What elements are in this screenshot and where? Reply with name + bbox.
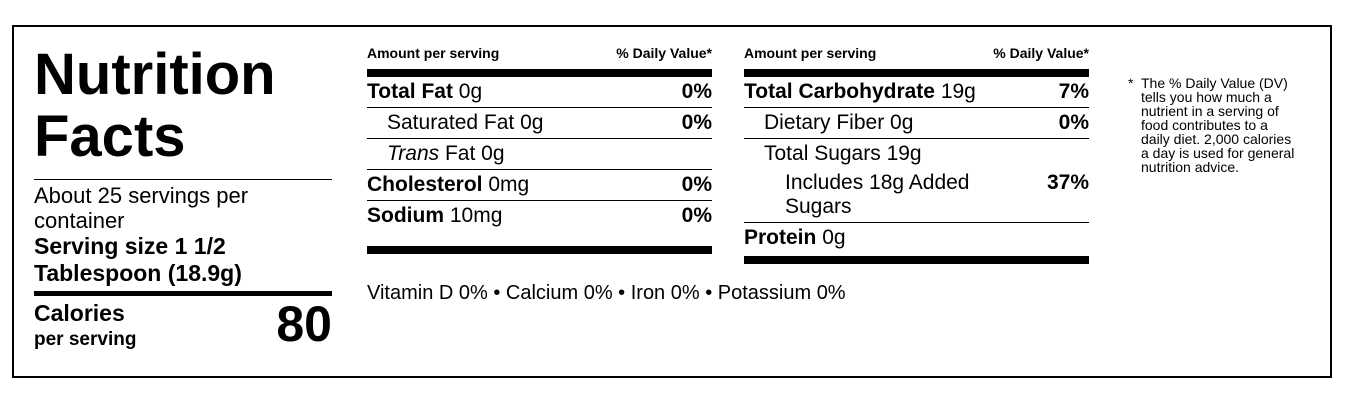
nutrient-amount: 19g bbox=[940, 80, 976, 103]
header-daily-value: % Daily Value* bbox=[993, 45, 1089, 61]
vitamins-minerals: Vitamin D 0% • Calcium 0% • Iron 0% • Po… bbox=[367, 282, 846, 304]
nutrient-name: Total Sugars bbox=[764, 142, 881, 165]
table-header: Amount per serving % Daily Value* bbox=[744, 44, 1089, 69]
serving-size-line-2: Tablespoon (18.9g) bbox=[34, 260, 242, 286]
footnote-text: The % Daily Value (DV) tells you how muc… bbox=[1141, 75, 1295, 175]
nutrient-dv: 0% bbox=[681, 204, 712, 227]
nutrient-amount: 10mg bbox=[449, 204, 503, 227]
nutrient-amount: 0g bbox=[458, 80, 483, 103]
nutrient-row-total-sugars: Total Sugars 19g bbox=[744, 139, 1089, 169]
nutrient-amount: 0mg bbox=[488, 173, 530, 196]
title-line-1: Nutrition bbox=[34, 42, 276, 107]
nutrient-dv: 0% bbox=[681, 111, 712, 134]
nutrient-amount: Fat 0g bbox=[444, 142, 505, 165]
nutrient-name: Dietary Fiber bbox=[764, 111, 885, 134]
calories-label: Calories bbox=[34, 300, 125, 326]
nutrient-dv: 7% bbox=[1058, 80, 1089, 103]
nutrient-row-saturated-fat: Saturated Fat 0g 0% bbox=[367, 108, 712, 139]
header-amount: Amount per serving bbox=[367, 45, 500, 61]
nutrient-row-protein: Protein 0g bbox=[744, 223, 1089, 256]
nutrient-name: Sodium bbox=[367, 204, 444, 227]
nutrient-amount: 0g bbox=[822, 226, 846, 249]
title-line-2: Facts bbox=[34, 104, 186, 169]
nutrient-row-dietary-fiber: Dietary Fiber 0g 0% bbox=[744, 108, 1089, 139]
divider-thick bbox=[367, 246, 712, 254]
nutrient-dv: 0% bbox=[681, 173, 712, 196]
divider-thick bbox=[744, 256, 1089, 264]
servings-per-container: About 25 servings per container bbox=[34, 183, 249, 233]
nutrient-name: Saturated Fat bbox=[387, 111, 515, 134]
nutrient-name: Trans bbox=[387, 142, 440, 165]
nutrient-amount: 19g bbox=[886, 142, 922, 165]
nutrient-dv: 0% bbox=[1058, 111, 1089, 134]
nutrient-table-right: Amount per serving % Daily Value* Total … bbox=[744, 44, 1089, 264]
nutrient-row-trans-fat: Trans Fat 0g bbox=[367, 139, 712, 170]
calories-row: Calories per serving 80 bbox=[34, 296, 332, 354]
nutrition-label-border bbox=[12, 25, 1332, 378]
calories-value: 80 bbox=[276, 296, 332, 352]
nutrient-name: Total Carbohydrate bbox=[744, 80, 935, 103]
nutrient-table-left: Amount per serving % Daily Value* Total … bbox=[367, 44, 712, 254]
nutrient-row-added-sugars: Includes 18g Added Sugars 37% bbox=[744, 169, 1089, 223]
serving-size-line-1: Serving size 1 1/2 bbox=[34, 233, 226, 259]
nutrient-amount: 0g bbox=[520, 111, 544, 134]
header-daily-value: % Daily Value* bbox=[616, 45, 712, 61]
nutrient-row-sodium: Sodium 10mg 0% bbox=[367, 201, 712, 246]
daily-value-footnote: * The % Daily Value (DV) tells you how m… bbox=[1128, 76, 1298, 174]
nutrient-row-total-carbohydrate: Total Carbohydrate 19g 7% bbox=[744, 77, 1089, 108]
nutrient-name: Includes 18g Added Sugars bbox=[785, 171, 970, 218]
divider bbox=[34, 179, 332, 180]
table-header: Amount per serving % Daily Value* bbox=[367, 44, 712, 69]
divider-thick bbox=[34, 291, 332, 296]
nutrient-name: Total Fat bbox=[367, 80, 453, 103]
nutrient-dv: 0% bbox=[681, 80, 712, 103]
footnote-asterisk: * bbox=[1128, 75, 1134, 91]
nutrient-row-cholesterol: Cholesterol 0mg 0% bbox=[367, 170, 712, 201]
nutrient-name: Protein bbox=[744, 226, 817, 249]
calories-subtitle: per serving bbox=[34, 329, 137, 350]
nutrient-dv: 37% bbox=[1046, 171, 1089, 194]
nutrient-name: Cholesterol bbox=[367, 173, 483, 196]
nutrient-row-total-fat: Total Fat 0g 0% bbox=[367, 77, 712, 108]
nutrition-facts-header: Nutrition Facts About 25 servings per co… bbox=[34, 44, 332, 354]
nutrient-amount: 0g bbox=[890, 111, 914, 134]
header-amount: Amount per serving bbox=[744, 45, 877, 61]
